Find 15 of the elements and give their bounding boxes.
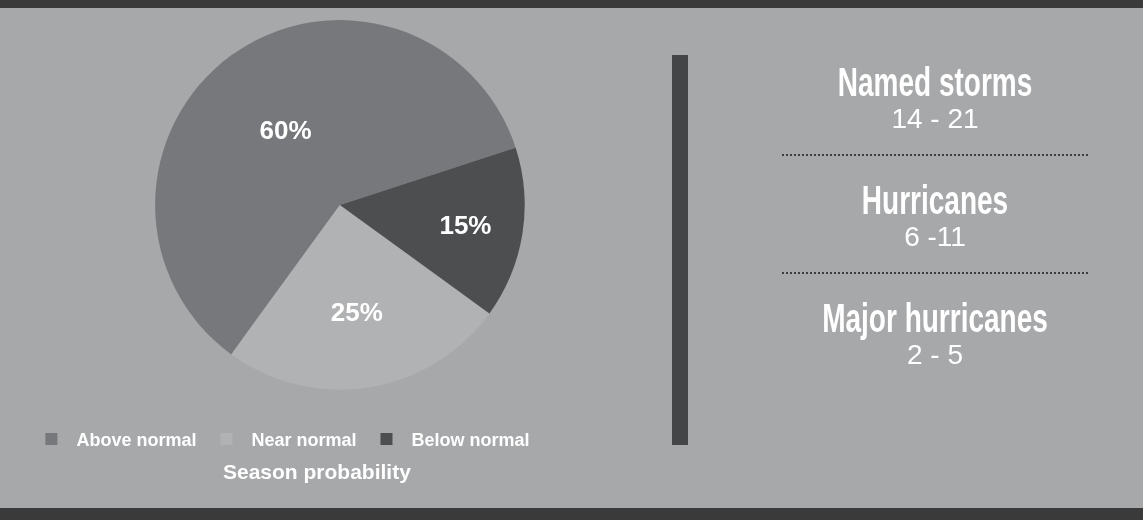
pie-slice xyxy=(231,204,490,390)
pie-slice xyxy=(155,20,516,355)
text: 14 - 21 xyxy=(890,103,980,134)
data-label: 60% xyxy=(259,115,312,146)
legend-label: Below normal xyxy=(411,430,530,451)
legend-label: Near normal xyxy=(251,430,357,451)
text: Major hurricanes xyxy=(821,296,1049,340)
text: 6 -11 xyxy=(903,221,967,252)
text: Named storms xyxy=(836,60,1034,104)
text: 2 - 5 xyxy=(906,339,964,370)
text: Hurricanes xyxy=(860,178,1010,222)
legend-label: Above normal xyxy=(76,430,197,451)
text: Season probability xyxy=(223,460,412,483)
data-label: 15% xyxy=(439,209,492,240)
data-label: 25% xyxy=(330,296,383,327)
